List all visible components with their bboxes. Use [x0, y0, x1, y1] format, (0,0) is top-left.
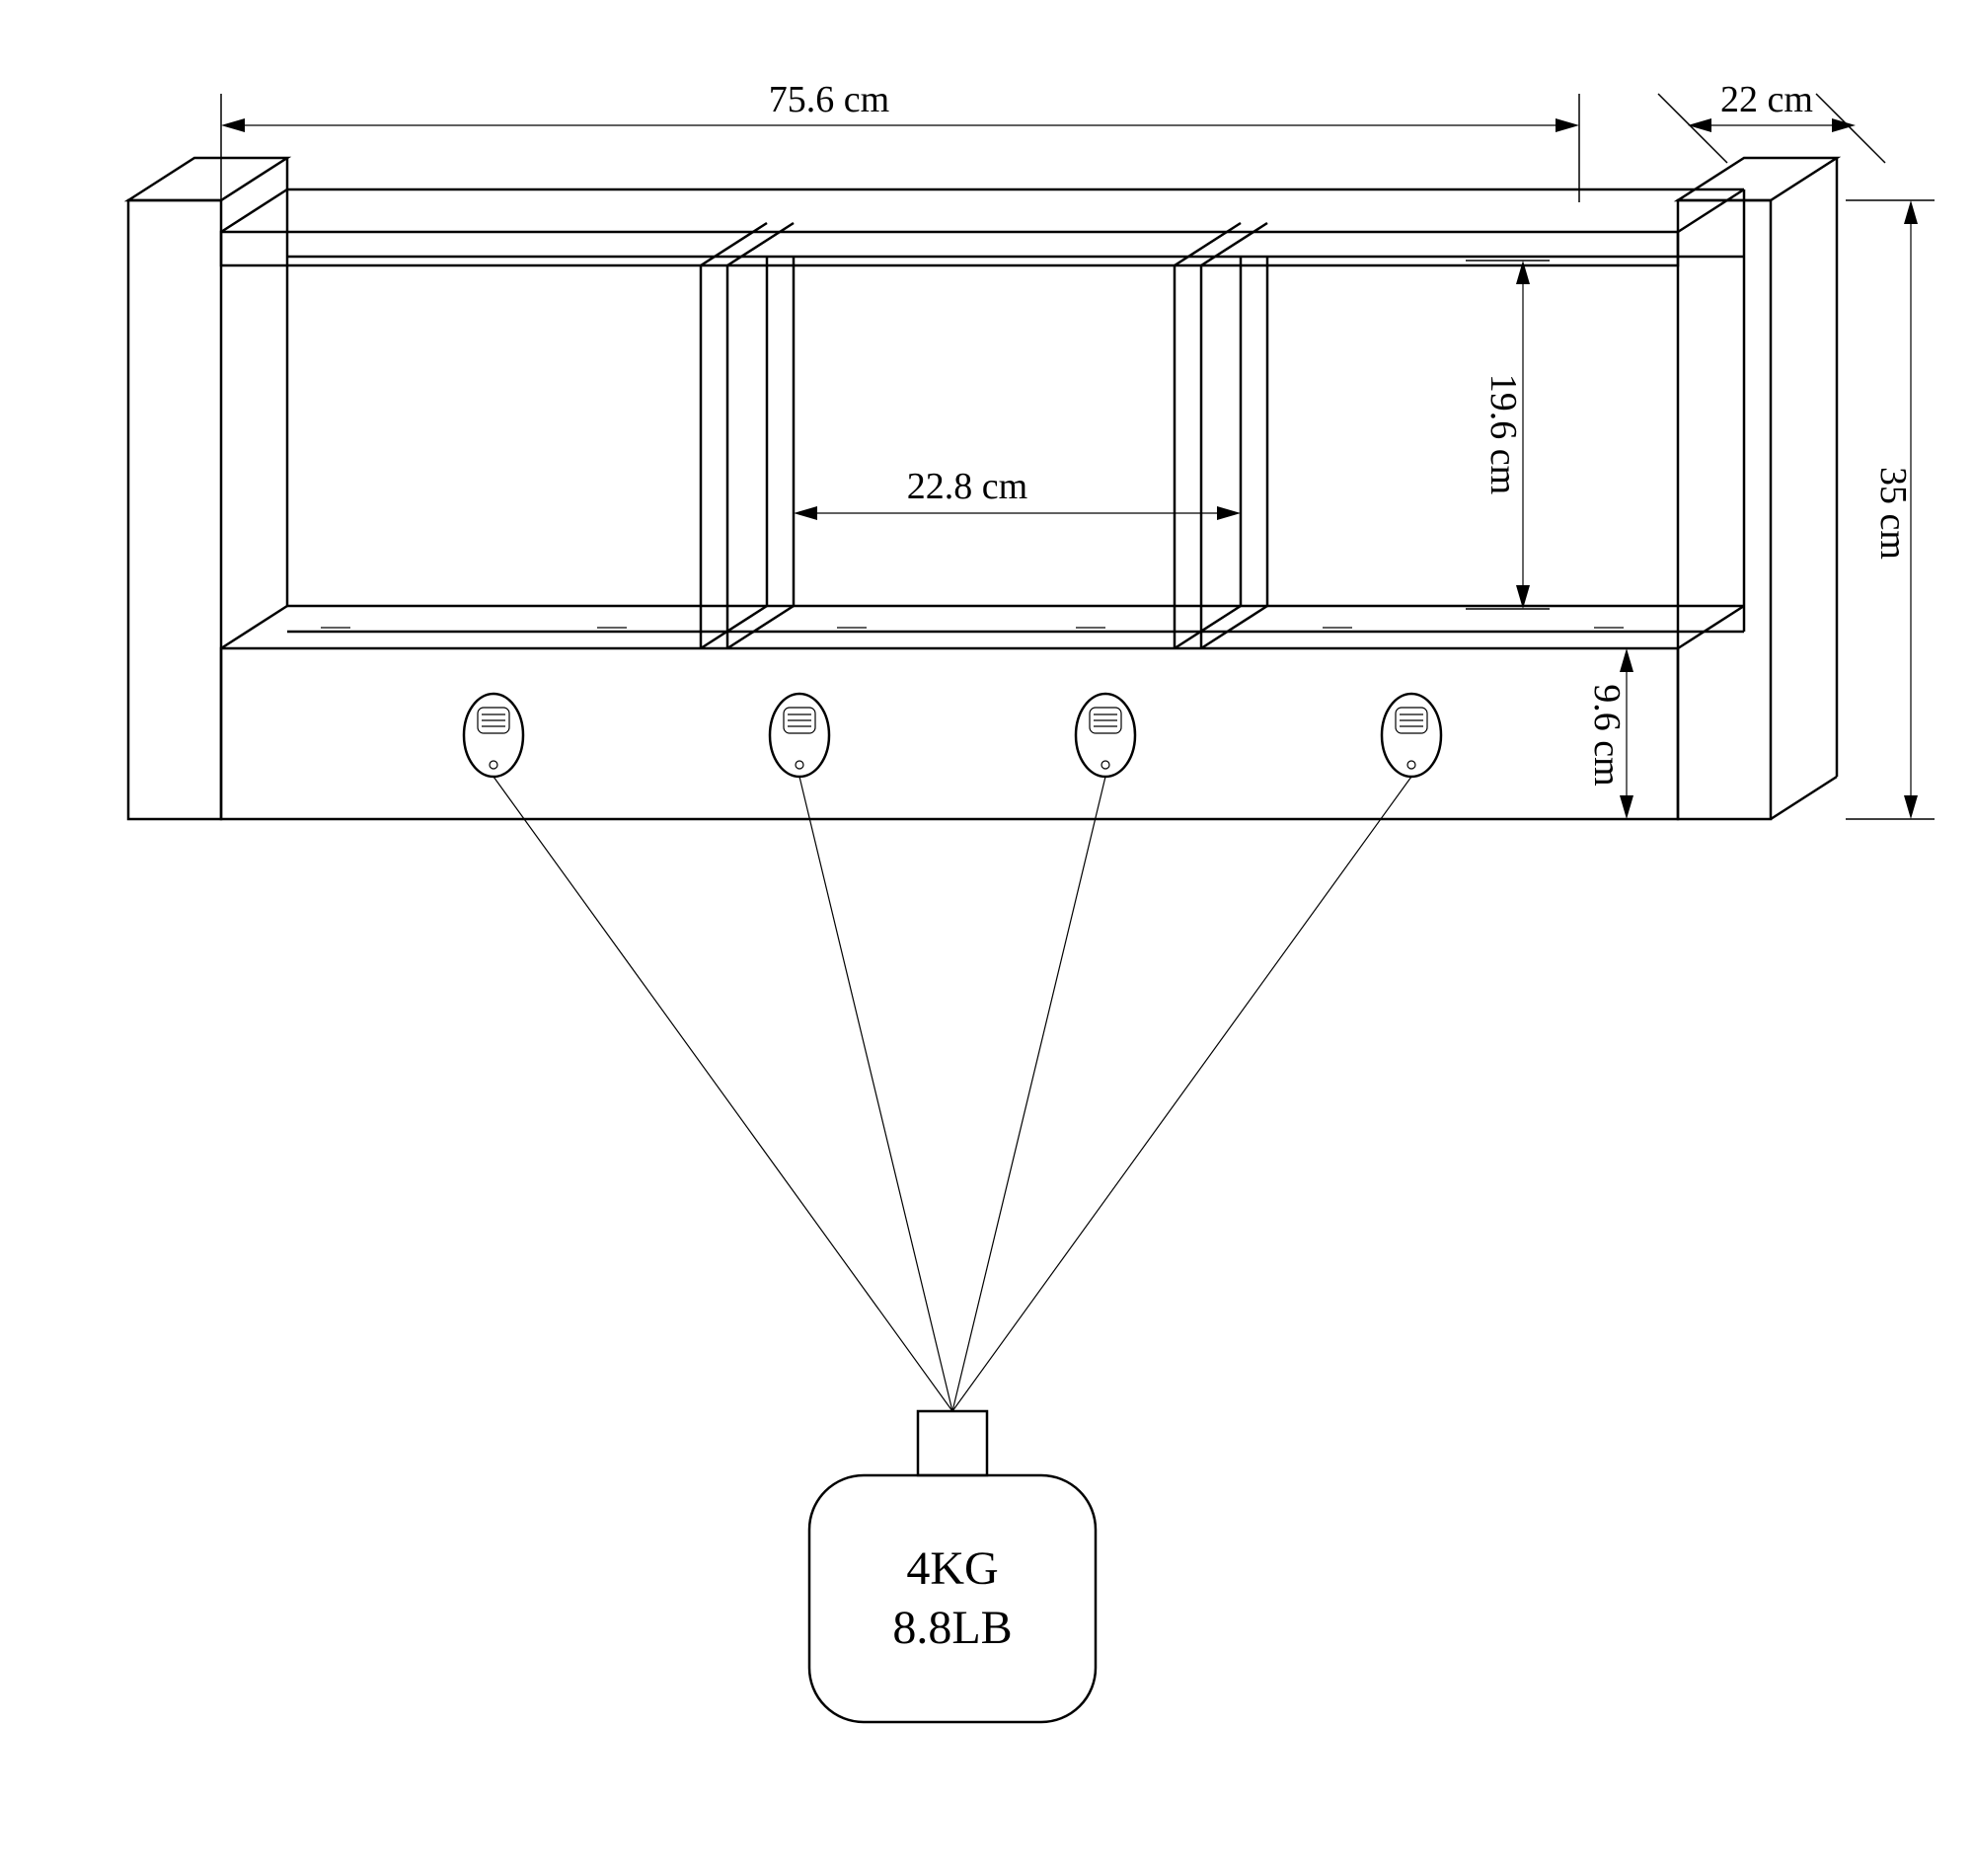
dim-height-right-label: 35 cm	[1872, 467, 1914, 560]
dim-width-top-label: 75.6 cm	[769, 79, 889, 120]
dim-rail-height: 9.6 cm	[1545, 648, 1656, 819]
back-panel	[287, 189, 1744, 606]
dim-rail-height-label: 9.6 cm	[1586, 684, 1628, 786]
divider-1	[701, 223, 794, 648]
dim-depth-top: 22 cm	[1658, 79, 1885, 163]
left-side-panel	[128, 158, 287, 819]
dim-cubby-height-label: 19.6 cm	[1482, 374, 1524, 494]
dim-depth-top-label: 22 cm	[1720, 79, 1813, 120]
leader-lines	[494, 777, 1411, 1411]
dimension-drawing: 75.6 cm 22 cm 35 cm	[0, 0, 1974, 1876]
dim-cubby-height: 19.6 cm	[1466, 261, 1550, 609]
dim-height-right: 35 cm	[1846, 200, 1935, 819]
hook-3	[1076, 694, 1135, 777]
hook-4	[1382, 694, 1441, 777]
hook-1	[464, 694, 523, 777]
weight-callout: 4KG 8.8LB	[809, 1411, 1096, 1722]
hook-2	[770, 694, 829, 777]
dim-cubby-width-label: 22.8 cm	[907, 466, 1027, 507]
top-shelf	[221, 189, 1744, 265]
middle-shelf	[221, 606, 1744, 648]
weight-kg-label: 4KG	[906, 1542, 998, 1595]
weight-lb-label: 8.8LB	[892, 1602, 1012, 1654]
dim-width-top: 75.6 cm	[221, 79, 1579, 202]
divider-2	[1175, 223, 1267, 648]
hooks	[464, 694, 1441, 777]
hook-rail	[221, 648, 1678, 819]
